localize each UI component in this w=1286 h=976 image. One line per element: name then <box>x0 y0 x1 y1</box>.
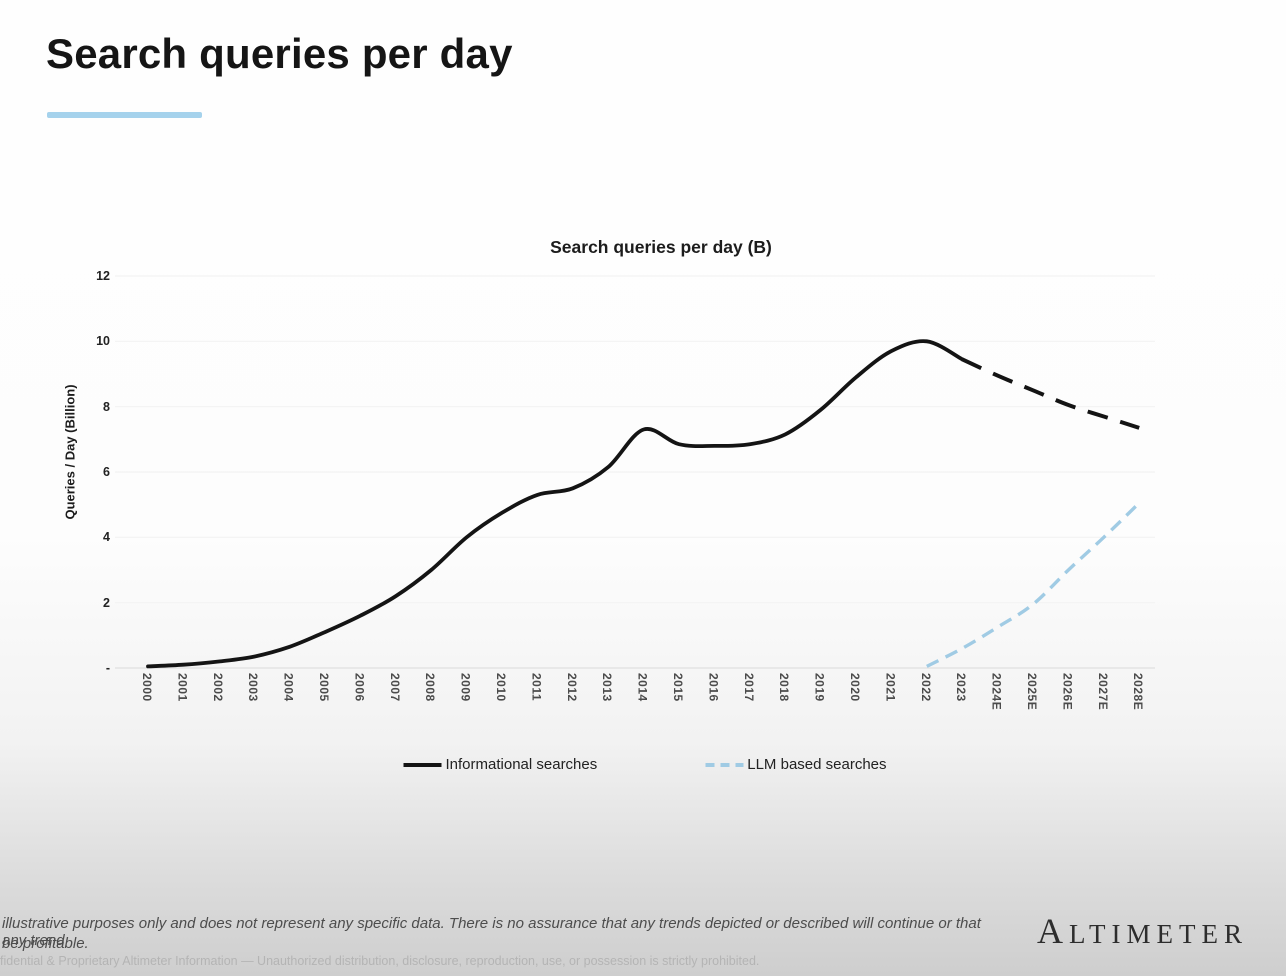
y-tick-label: 6 <box>103 464 110 479</box>
x-tick-label: 2013 <box>600 673 615 702</box>
x-tick-label: 2000 <box>140 673 154 702</box>
y-tick-label: 2 <box>103 595 110 610</box>
chart-legend: Informational searches LLM based searche… <box>403 756 887 773</box>
x-tick-label: 2016 <box>706 673 721 702</box>
llm-searches-line <box>926 501 1141 668</box>
x-tick-label: 2002 <box>210 673 225 702</box>
y-tick-label: 4 <box>103 530 110 545</box>
y-tick-label: 12 <box>96 268 110 283</box>
x-tick-label: 2025E <box>1025 673 1039 711</box>
x-tick-label: 2004 <box>281 673 296 702</box>
dashed-line-swatch-icon <box>705 762 744 767</box>
x-tick-label: 2020 <box>848 673 862 702</box>
legend-item-llm: LLM based searches <box>705 756 887 773</box>
x-tick-label: 2026E <box>1060 673 1075 711</box>
x-tick-label: 2022 <box>918 673 933 702</box>
x-tick-label: 2009 <box>458 673 473 702</box>
x-tick-label: 2001 <box>175 673 190 702</box>
page-title: Search queries per day <box>46 30 513 77</box>
x-tick-label: 2008 <box>423 673 438 702</box>
x-tick-label: 2010 <box>494 673 508 702</box>
x-tick-label: 2018 <box>777 673 792 702</box>
line-chart-plot-area <box>115 275 1155 669</box>
x-tick-label: 2028E <box>1131 673 1146 711</box>
legend-label-informational: Informational searches <box>445 756 598 773</box>
x-tick-label: 2014 <box>635 673 650 702</box>
x-tick-label: 2007 <box>387 673 402 702</box>
x-tick-label: 2015 <box>671 673 685 702</box>
x-tick-label: 2011 <box>529 673 544 702</box>
x-tick-label: 2024E <box>989 673 1004 711</box>
x-tick-label: 2005 <box>317 673 331 702</box>
x-tick-label: 2023 <box>954 673 969 702</box>
solid-line-swatch-icon <box>403 762 442 767</box>
title-accent-underline <box>47 112 202 118</box>
disclaimer-text-line1: illustrative purposes only and does not … <box>2 915 981 949</box>
disclaimer-text-line2: be profitable. <box>2 935 89 952</box>
x-tick-label: 2017 <box>741 673 756 702</box>
chart-title: Search queries per day (B) <box>550 237 772 257</box>
legend-item-informational: Informational searches <box>403 756 598 773</box>
altimeter-logo: ALTIMETER <box>1037 911 1248 951</box>
x-tick-label: 2012 <box>564 673 579 702</box>
x-tick-label: 2006 <box>352 673 367 702</box>
x-tick-label: 2021 <box>883 673 898 702</box>
x-tick-label: 2003 <box>246 673 261 702</box>
legend-label-llm: LLM based searches <box>747 756 887 773</box>
y-tick-label: 10 <box>96 334 110 349</box>
x-tick-label: 2019 <box>812 673 827 702</box>
y-tick-label: - <box>105 661 110 675</box>
informational-searches-forecast-line <box>961 357 1140 430</box>
informational-searches-line <box>146 339 965 669</box>
x-tick-label: 2027E <box>1095 673 1110 711</box>
y-tick-label: 8 <box>103 399 110 414</box>
confidential-notice: fidential & Proprietary Altimeter Inform… <box>0 954 760 968</box>
